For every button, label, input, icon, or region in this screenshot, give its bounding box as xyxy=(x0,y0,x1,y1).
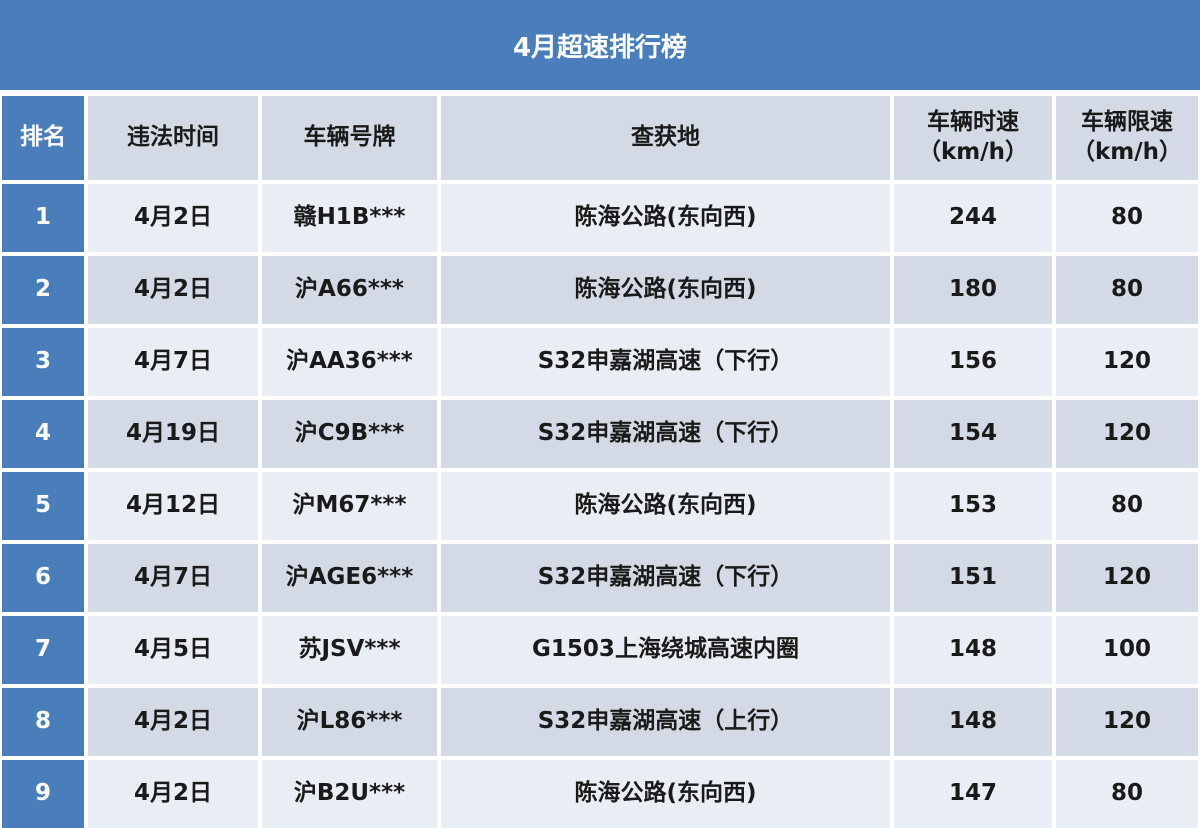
cell-time: 4月19日 xyxy=(88,400,258,468)
cell-plate: 沪AGE6*** xyxy=(262,544,437,612)
header-limit: 车辆限速 （km/h） xyxy=(1056,96,1198,180)
table-title: 4月超速排行榜 xyxy=(0,0,1200,90)
cell-limit: 120 xyxy=(1056,328,1198,396)
header-speed-unit: （km/h） xyxy=(917,139,1029,165)
header-speed-label: 车辆时速 xyxy=(926,109,1019,136)
cell-time: 4月5日 xyxy=(88,616,258,684)
cell-location: S32申嘉湖高速（下行） xyxy=(441,400,890,468)
cell-plate: 沪C9B*** xyxy=(262,400,437,468)
header-limit-unit: （km/h） xyxy=(1071,139,1183,165)
cell-speed: 148 xyxy=(894,688,1052,756)
cell-time: 4月7日 xyxy=(88,544,258,612)
cell-rank: 3 xyxy=(2,328,84,396)
cell-rank: 7 xyxy=(2,616,84,684)
cell-location: 陈海公路(东向西) xyxy=(441,256,890,324)
cell-time: 4月2日 xyxy=(88,760,258,828)
cell-time: 4月2日 xyxy=(88,256,258,324)
cell-plate: 沪AA36*** xyxy=(262,328,437,396)
header-location: 查获地 xyxy=(441,96,890,180)
cell-time: 4月2日 xyxy=(88,688,258,756)
cell-plate: 沪M67*** xyxy=(262,472,437,540)
speeding-ranking-table: 排名 违法时间 车辆号牌 查获地 车辆时速 （km/h） 车辆限速 （km/h） 1… xyxy=(2,96,1198,828)
cell-location: 陈海公路(东向西) xyxy=(441,184,890,252)
cell-limit: 120 xyxy=(1056,544,1198,612)
cell-time: 4月12日 xyxy=(88,472,258,540)
cell-rank: 5 xyxy=(2,472,84,540)
cell-plate: 沪A66*** xyxy=(262,256,437,324)
cell-location: S32申嘉湖高速（上行） xyxy=(441,688,890,756)
cell-speed: 148 xyxy=(894,616,1052,684)
cell-limit: 120 xyxy=(1056,400,1198,468)
cell-plate: 苏JSV*** xyxy=(262,616,437,684)
cell-location: 陈海公路(东向西) xyxy=(441,472,890,540)
cell-location: 陈海公路(东向西) xyxy=(441,760,890,828)
cell-speed: 151 xyxy=(894,544,1052,612)
cell-location: G1503上海绕城高速内圈 xyxy=(441,616,890,684)
cell-location: S32申嘉湖高速（下行） xyxy=(441,544,890,612)
cell-speed: 244 xyxy=(894,184,1052,252)
cell-limit: 80 xyxy=(1056,472,1198,540)
cell-limit: 80 xyxy=(1056,184,1198,252)
cell-plate: 赣H1B*** xyxy=(262,184,437,252)
cell-speed: 156 xyxy=(894,328,1052,396)
cell-speed: 147 xyxy=(894,760,1052,828)
cell-limit: 120 xyxy=(1056,688,1198,756)
cell-limit: 80 xyxy=(1056,760,1198,828)
cell-limit: 80 xyxy=(1056,256,1198,324)
cell-location: S32申嘉湖高速（下行） xyxy=(441,328,890,396)
cell-plate: 沪L86*** xyxy=(262,688,437,756)
cell-limit: 100 xyxy=(1056,616,1198,684)
cell-time: 4月2日 xyxy=(88,184,258,252)
cell-rank: 1 xyxy=(2,184,84,252)
cell-speed: 154 xyxy=(894,400,1052,468)
header-rank: 排名 xyxy=(2,96,84,180)
cell-rank: 9 xyxy=(2,760,84,828)
header-limit-label: 车辆限速 xyxy=(1080,109,1173,136)
cell-rank: 8 xyxy=(2,688,84,756)
header-speed: 车辆时速 （km/h） xyxy=(894,96,1052,180)
cell-rank: 6 xyxy=(2,544,84,612)
cell-rank: 4 xyxy=(2,400,84,468)
header-plate: 车辆号牌 xyxy=(262,96,437,180)
cell-speed: 153 xyxy=(894,472,1052,540)
cell-speed: 180 xyxy=(894,256,1052,324)
header-time: 违法时间 xyxy=(88,96,258,180)
cell-plate: 沪B2U*** xyxy=(262,760,437,828)
cell-time: 4月7日 xyxy=(88,328,258,396)
cell-rank: 2 xyxy=(2,256,84,324)
